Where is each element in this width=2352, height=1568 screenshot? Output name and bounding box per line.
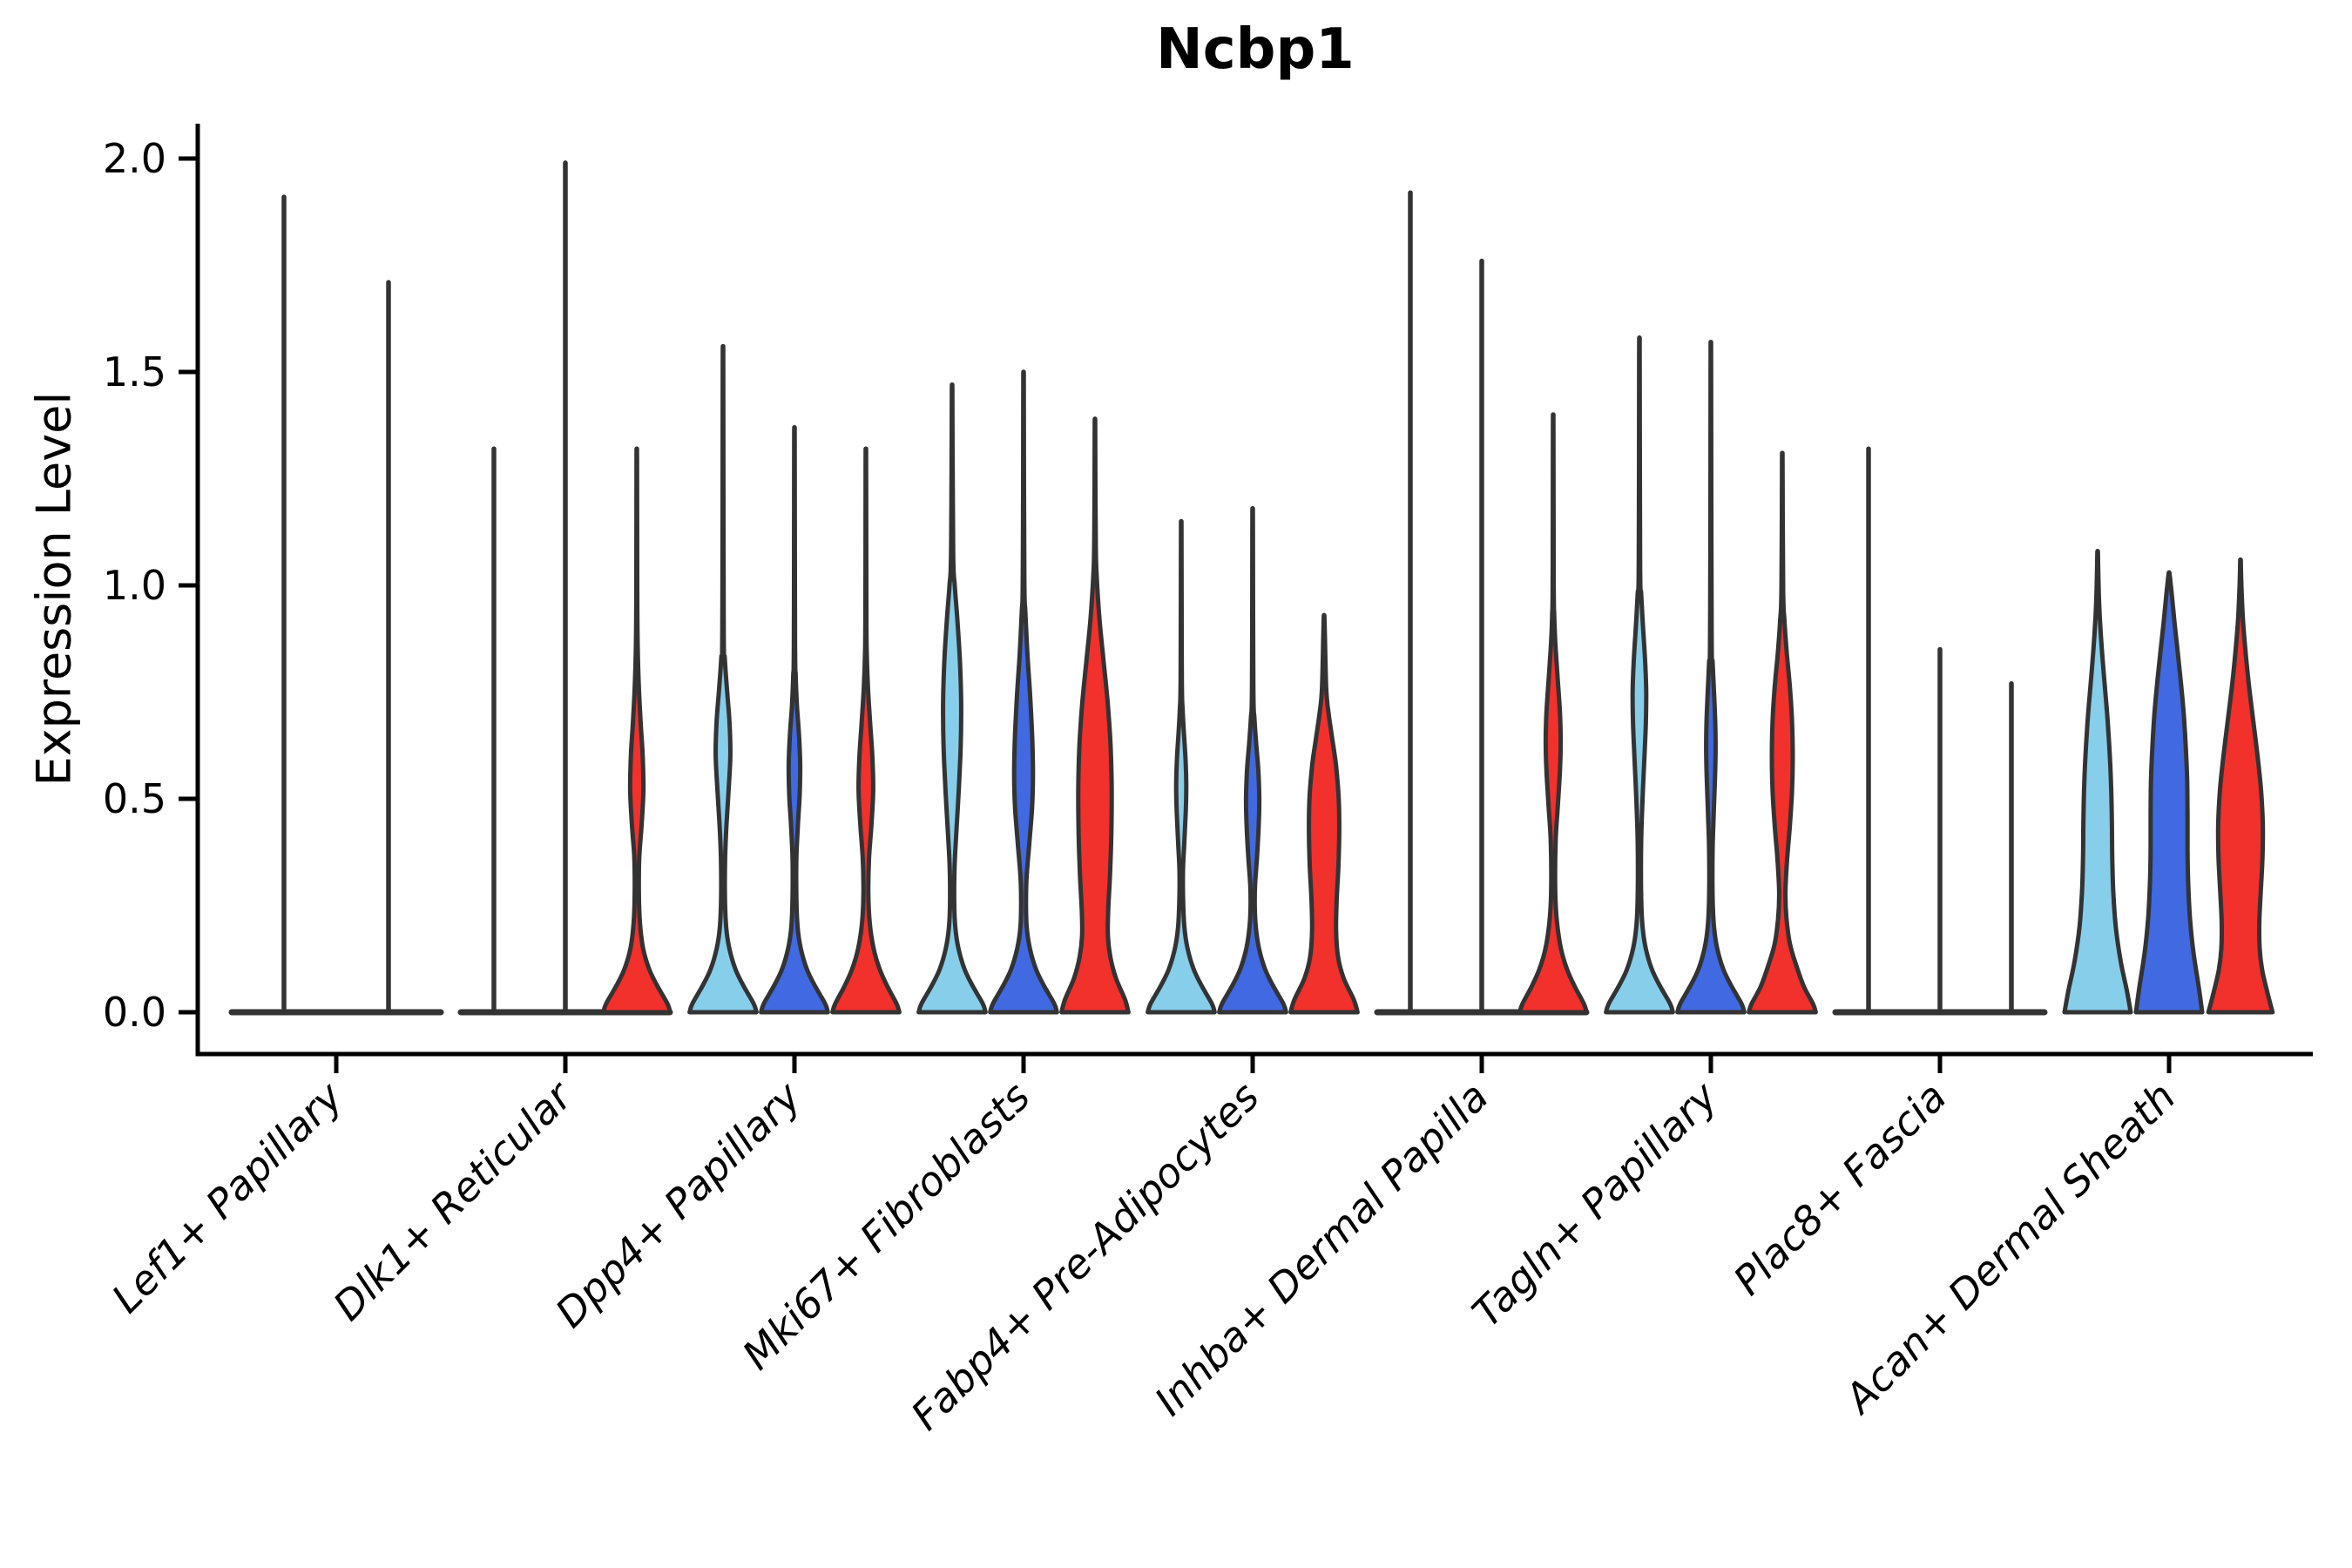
- violin-group: [916, 369, 1131, 1015]
- violin-body: [2062, 549, 2133, 1015]
- violin-group: [1408, 190, 1589, 1015]
- y-tick-label: 0.5: [103, 775, 166, 822]
- violin-group: [1866, 446, 2014, 1015]
- y-axis-title: Expression Level: [26, 391, 82, 787]
- violin-group: [687, 343, 902, 1015]
- y-tick-label: 1.5: [103, 348, 166, 395]
- violin-body: [2133, 570, 2205, 1015]
- y-tick-label: 1.0: [103, 562, 166, 609]
- x-tick-label: Plac8+ Fascia: [1724, 1073, 1955, 1304]
- violin-group: [491, 160, 672, 1015]
- x-tick-label: Dlk1+ Reticular: [324, 1071, 583, 1329]
- violin-group: [2062, 549, 2275, 1015]
- violin-group: [1604, 335, 1818, 1015]
- x-tick-label: Dpp4+ Papillary: [546, 1072, 810, 1336]
- x-tick-label: Lef1+ Papillary: [103, 1072, 352, 1321]
- y-tick-label: 0.0: [103, 989, 166, 1036]
- x-tick-label: Tagln+ Papillary: [1463, 1072, 1727, 1336]
- violin-group: [281, 194, 391, 1015]
- violin-group: [1146, 506, 1360, 1015]
- chart-title: Ncbp1: [1156, 17, 1355, 82]
- y-tick-label: 2.0: [103, 135, 166, 182]
- violin-body: [2206, 558, 2275, 1015]
